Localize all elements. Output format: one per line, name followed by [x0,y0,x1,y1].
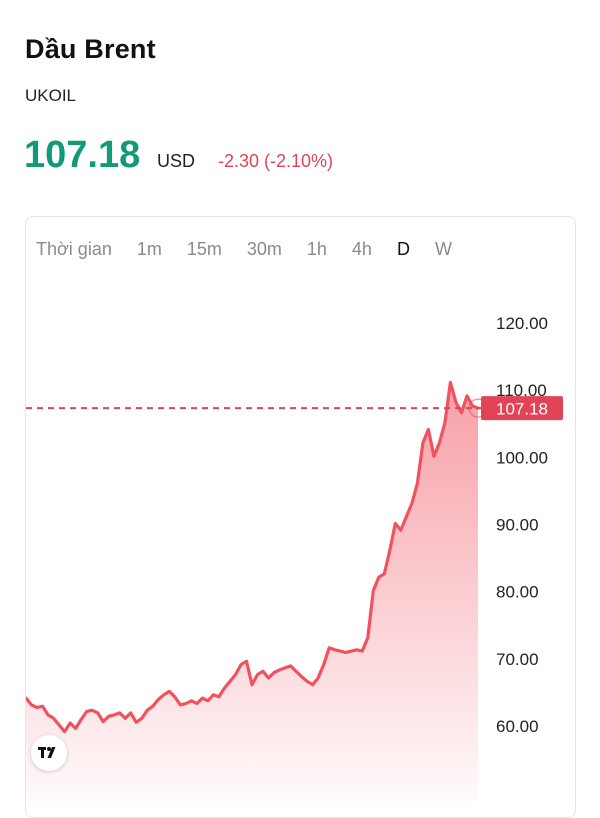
timeframe-d[interactable]: D [396,239,410,259]
timeframe-label: Thời gian [36,239,112,259]
price-line [26,380,480,734]
timeframe-1m[interactable]: 1m [136,239,162,259]
price-change: -2.30 (-2.10%) [218,151,334,171]
y-tick-label: 110.00 [496,381,547,400]
timeframe-4h[interactable]: 4h [351,239,372,259]
currency-label: USD [157,151,196,171]
y-tick-label: 100.00 [496,448,548,467]
y-tick-label: 80.00 [496,583,539,602]
ticker-symbol: UKOIL [25,86,77,105]
y-tick-label: 70.00 [496,650,539,669]
chart-card: Thời gian 1m 15m 30m 1h 4h D W 120.00 110… [25,216,576,818]
price-area-fill [26,382,478,801]
y-tick-label: 60.00 [496,717,539,736]
current-price-tag [481,396,563,421]
current-price-tag-label: 107.18 [496,400,548,419]
tradingview-logo-icon[interactable] [31,735,67,771]
current-price: 107.18 [24,134,141,176]
timeframe-w[interactable]: W [434,239,452,259]
timeframe-15m[interactable]: 15m [186,239,222,259]
timeframe-selector: Thời gian 1m 15m 30m 1h 4h D W [36,239,477,260]
page-title: Dầu Brent [25,34,156,64]
price-chart[interactable]: 120.00 110.00 100.00 90.00 80.00 70.00 60.00 10… [26,217,575,801]
y-tick-label: 120.00 [496,314,548,333]
timeframe-1h[interactable]: 1h [306,239,327,259]
y-tick-label: 90.00 [496,516,539,535]
timeframe-30m[interactable]: 30m [246,239,282,259]
